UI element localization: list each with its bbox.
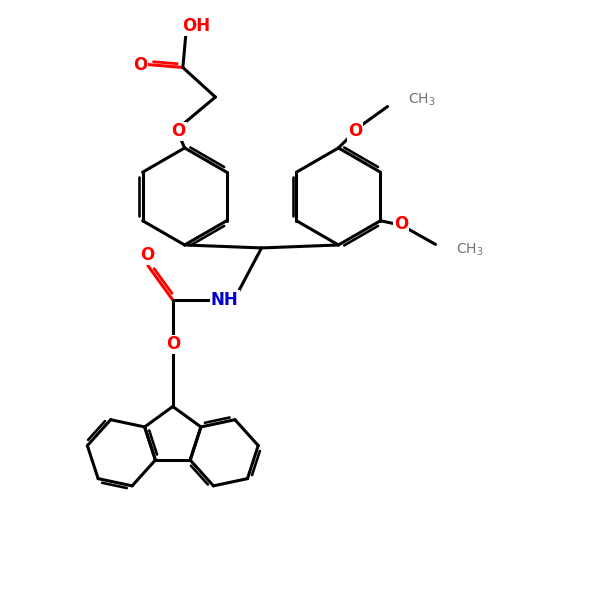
Text: NH: NH: [211, 291, 239, 309]
Text: O: O: [133, 56, 148, 74]
Text: CH$_3$: CH$_3$: [456, 242, 484, 259]
Text: O: O: [394, 215, 409, 233]
Text: O: O: [172, 122, 186, 140]
Text: OH: OH: [182, 17, 211, 35]
Text: O: O: [140, 246, 154, 264]
Text: CH$_3$: CH$_3$: [408, 91, 436, 107]
Text: O: O: [166, 335, 180, 353]
Text: O: O: [348, 122, 362, 140]
